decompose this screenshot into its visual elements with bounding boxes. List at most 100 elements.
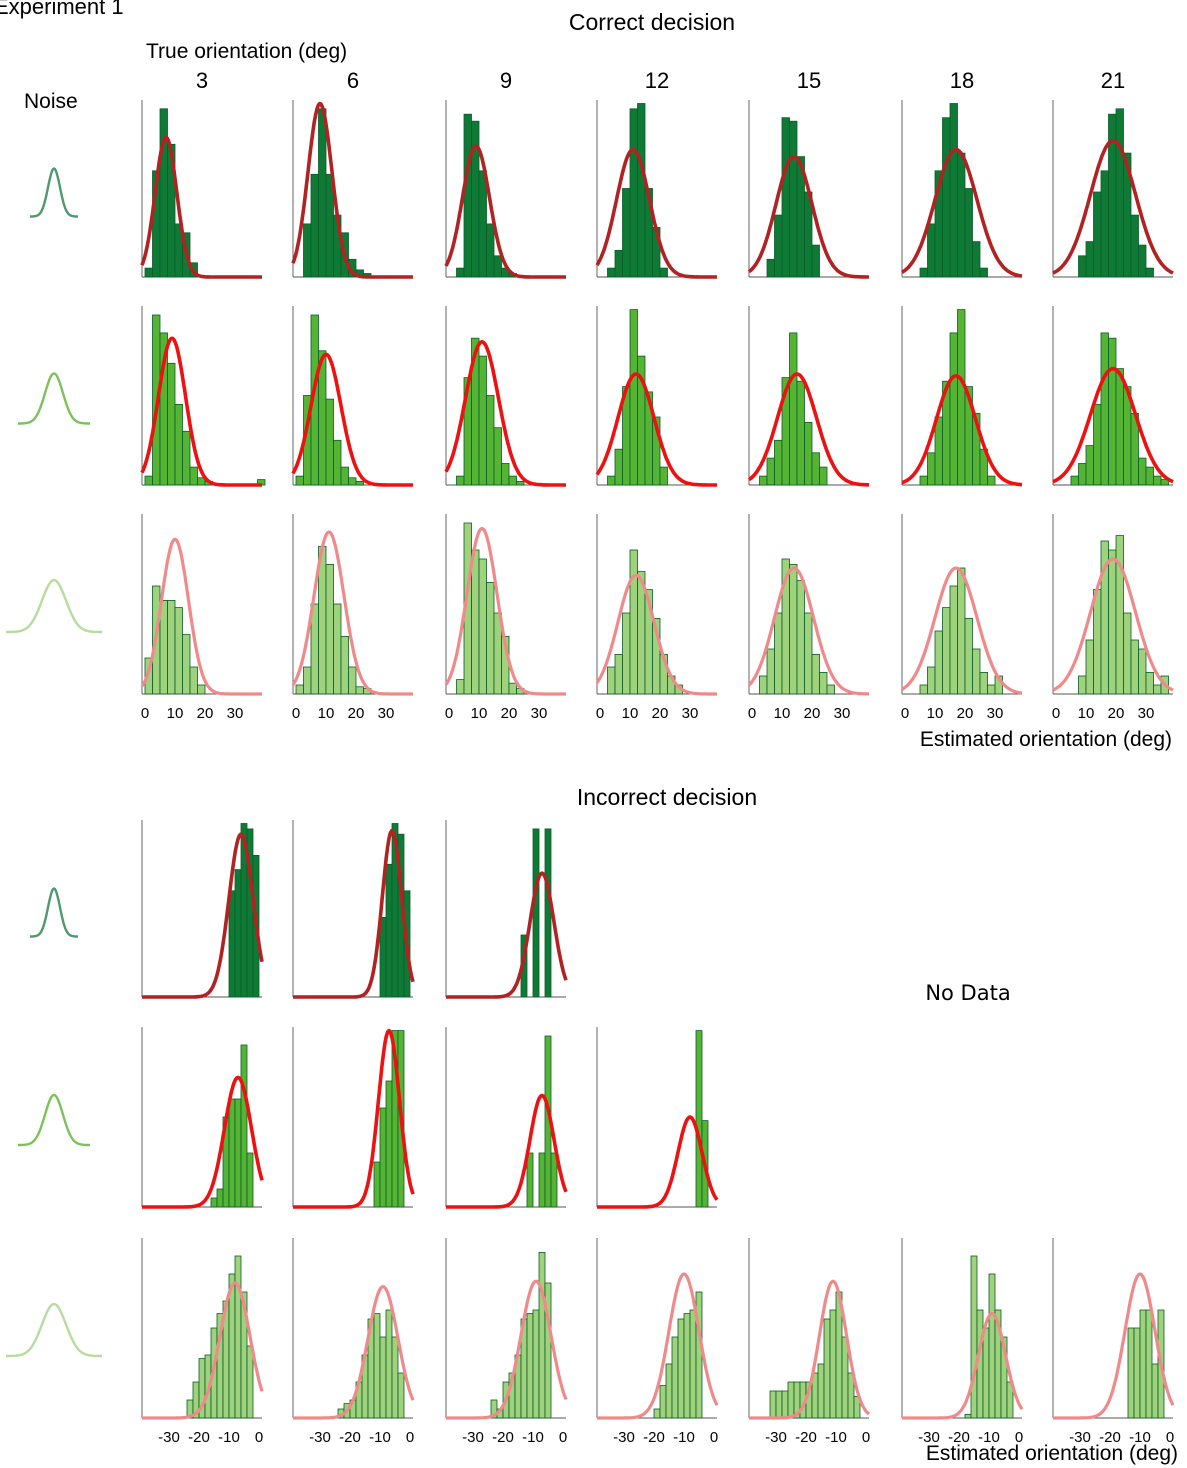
column-header-12: 12 (645, 68, 669, 93)
incorrect-panel-high-9 (445, 1238, 568, 1420)
fit-curve (141, 1075, 264, 1209)
histogram-bar (348, 666, 357, 695)
tick-label: 30 (682, 705, 699, 722)
histogram-bar (1093, 191, 1102, 278)
tick-label: -20 (795, 1429, 817, 1446)
correct-panel-low-9 (444, 100, 567, 279)
column-header-21: 21 (1101, 68, 1125, 93)
histogram-bar (1006, 1381, 1014, 1419)
tick-label: 0 (1166, 1429, 1174, 1446)
histogram-bar (391, 1336, 399, 1419)
fit-curve (444, 526, 567, 696)
histogram-bar (766, 648, 775, 695)
histogram-bar (1138, 457, 1147, 486)
tick-label: -10 (978, 1429, 1000, 1446)
fit-curve (445, 871, 568, 999)
noise-label: Noise (24, 90, 78, 113)
histogram-bar (1123, 612, 1132, 695)
histogram-bar (303, 223, 312, 278)
tick-label: -30 (765, 1429, 787, 1446)
histogram-bar (689, 1309, 697, 1419)
histogram-bar (1145, 267, 1154, 278)
tick-label: -20 (188, 1429, 210, 1446)
correct-xlabel: Estimated orientation (deg) (920, 728, 1172, 751)
correct-panel-high-3 (140, 514, 263, 696)
histogram-bar (1145, 1309, 1153, 1419)
histogram-bar (478, 355, 487, 486)
histogram-bar (979, 672, 988, 695)
correct-noise-low-icon (30, 167, 78, 218)
histogram-bar (532, 1309, 540, 1419)
histogram-bar (775, 1390, 783, 1419)
histogram-bar (182, 634, 191, 695)
histogram-bar (787, 1381, 795, 1419)
histogram-bar (1100, 332, 1109, 486)
histogram-bar (516, 480, 525, 486)
correct-panel-high-9 (444, 514, 567, 696)
histogram-bar (614, 448, 623, 486)
correct-panel-medium-18 (901, 306, 1023, 487)
tick-label: 10 (927, 705, 944, 722)
fit-curve (292, 1285, 415, 1420)
histogram-bar (942, 117, 951, 278)
histogram-bar (373, 1161, 381, 1208)
incorrect-noise-medium-icon (18, 1093, 90, 1147)
histogram-bar (1093, 589, 1102, 695)
column-header-9: 9 (500, 68, 512, 93)
histogram-bar (659, 466, 668, 486)
histogram-bar (1085, 241, 1094, 278)
fit-curve (140, 135, 263, 279)
tick-label: -10 (673, 1429, 695, 1446)
histogram-bar (544, 1282, 552, 1419)
fit-curve (1052, 557, 1174, 692)
correct-noise-high-icon (6, 578, 102, 634)
tick-label: -30 (158, 1429, 180, 1446)
noise-icons (6, 167, 102, 1358)
histogram-bar (1078, 463, 1087, 486)
tick-label: -10 (522, 1429, 544, 1446)
histogram-bar (167, 362, 176, 486)
fit-curve (140, 537, 263, 696)
incorrect-xlabel: Estimated orientation (deg) (926, 1442, 1178, 1465)
histogram-bar (373, 1313, 381, 1419)
histogram-bar (614, 249, 623, 278)
histogram-bar (355, 480, 364, 486)
fit-curve (748, 1279, 871, 1420)
fit-curve (445, 1279, 568, 1420)
histogram-bar (972, 241, 981, 278)
histogram-bar (759, 475, 768, 486)
histogram-bar (1160, 479, 1169, 486)
histogram-bar (1078, 675, 1087, 695)
tick-label: 0 (710, 1429, 718, 1446)
histogram-bar (174, 607, 183, 695)
tick-label: 20 (652, 705, 669, 722)
histogram-bar (526, 1313, 534, 1419)
tick-label: 20 (501, 705, 518, 722)
histogram-bar (501, 463, 510, 486)
fit-curve (445, 1093, 568, 1209)
correct-panel-medium-9 (444, 306, 567, 487)
histogram-bar (379, 1107, 387, 1208)
tick-label: -30 (613, 1429, 635, 1446)
histogram-bar (957, 152, 966, 278)
histogram-bar (1115, 108, 1124, 278)
tick-label: -30 (462, 1429, 484, 1446)
histogram-bar (949, 332, 958, 486)
histogram-bar (333, 439, 342, 486)
tick-label: 0 (748, 705, 756, 722)
histogram-bar (159, 108, 168, 278)
histogram-bar (629, 549, 638, 695)
histogram-bar (789, 120, 798, 278)
histogram-bar (1085, 639, 1094, 695)
tick-label: -10 (369, 1429, 391, 1446)
tick-label: 10 (167, 705, 184, 722)
histogram-bar (987, 684, 996, 695)
incorrect-panel-high-18 (901, 1238, 1024, 1420)
incorrect-panel-medium-3 (141, 1027, 264, 1209)
correct-panel-medium-15 (747, 306, 870, 487)
tick-label: 20 (804, 705, 821, 722)
histogram-bar (811, 452, 820, 486)
tick-label: 10 (1078, 705, 1095, 722)
tick-label: 0 (141, 705, 149, 722)
